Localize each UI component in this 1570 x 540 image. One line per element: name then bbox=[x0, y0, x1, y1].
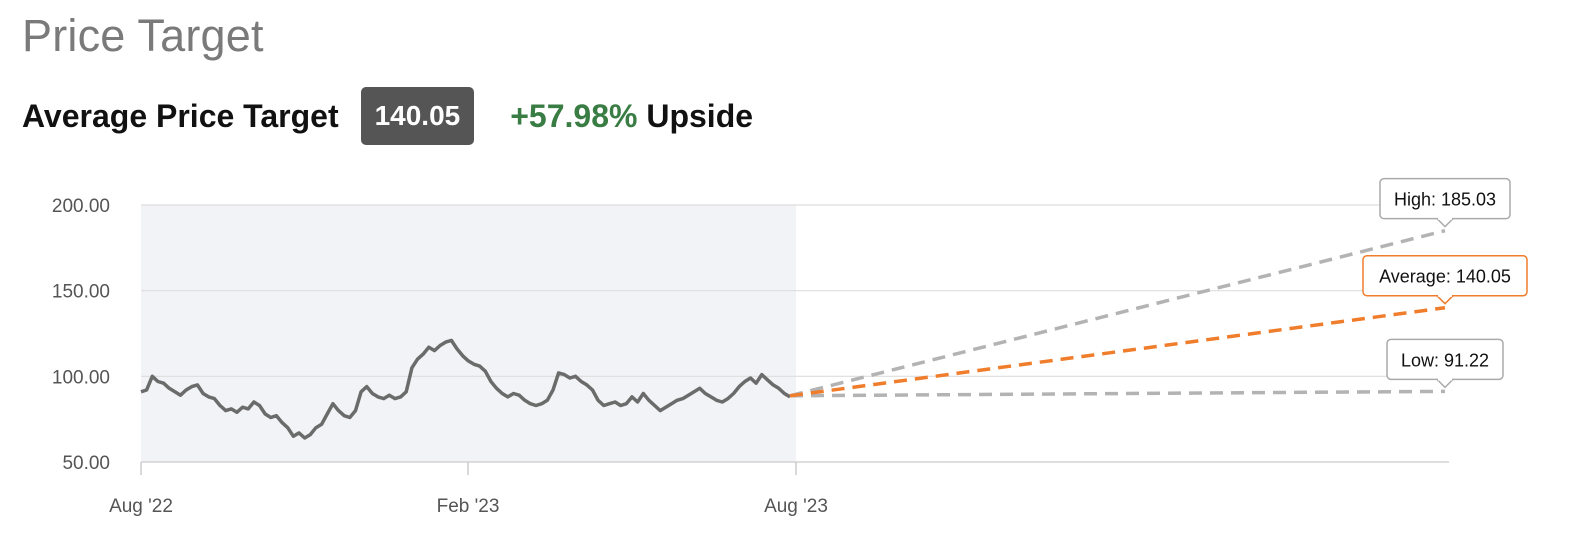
low-target-line bbox=[789, 389, 1446, 398]
high-callout-label: High: 185.03 bbox=[1394, 190, 1496, 210]
average-target-row: Average Price Target 140.05 +57.98% Upsi… bbox=[22, 86, 753, 146]
average-target-badge: 140.05 bbox=[360, 87, 475, 145]
x-tick-label: Aug '22 bbox=[109, 496, 173, 517]
low-callout-label: Low: 91.22 bbox=[1401, 350, 1489, 370]
y-tick-label: 200.00 bbox=[52, 196, 110, 217]
y-tick-label: 50.00 bbox=[62, 453, 110, 474]
low-callout-pointer bbox=[1436, 378, 1454, 389]
high-target-line bbox=[789, 228, 1446, 398]
price-target-chart: 200.00 150.00 100.00 50.00 Aug '22 Feb '23 Aug… bbox=[52, 177, 1528, 517]
history-price-line bbox=[140, 338, 791, 440]
upside-word: Upside bbox=[646, 97, 754, 134]
history-background bbox=[141, 205, 796, 462]
upside-percent: +57.98% bbox=[510, 97, 638, 134]
y-tick-label: 150.00 bbox=[52, 282, 110, 303]
upside-text: +57.98% Upside bbox=[510, 98, 753, 135]
x-tick-label: Feb '23 bbox=[437, 496, 500, 517]
average-target-label: Average Price Target bbox=[22, 97, 339, 134]
average-callout-pointer bbox=[1436, 295, 1454, 305]
high-callout-pointer bbox=[1436, 218, 1454, 228]
x-tick-label: Aug '23 bbox=[764, 496, 828, 517]
page-title: Price Target bbox=[22, 10, 264, 61]
y-tick-label: 100.00 bbox=[52, 367, 110, 388]
average-target-line bbox=[789, 305, 1446, 398]
average-callout-label: Average: 140.05 bbox=[1379, 267, 1511, 287]
